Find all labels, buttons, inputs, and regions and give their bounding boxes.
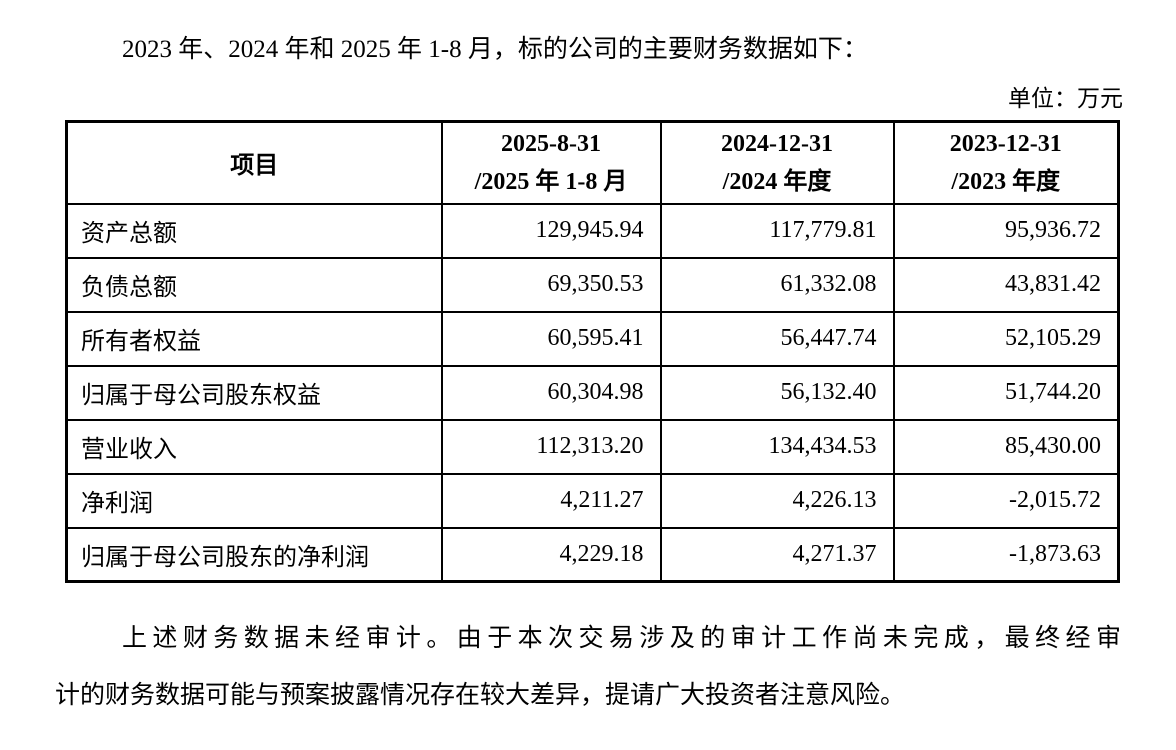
row-label: 所有者权益 bbox=[65, 310, 443, 367]
header-item: 项目 bbox=[65, 120, 443, 205]
header-period-2025: 2025-8-31 /2025 年 1-8 月 bbox=[440, 120, 662, 205]
cell-value: 95,936.72 bbox=[892, 202, 1120, 259]
table-row: 营业收入 112,313.20 134,434.53 85,430.00 bbox=[65, 418, 1120, 475]
row-label: 归属于母公司股东的净利润 bbox=[65, 526, 443, 583]
table-header-row: 项目 2025-8-31 /2025 年 1-8 月 2024-12-31 /2… bbox=[65, 120, 1120, 205]
header-period-date: 2023-12-31 bbox=[949, 130, 1062, 157]
cell-value: 60,595.41 bbox=[440, 310, 662, 367]
header-period-2024: 2024-12-31 /2024 年度 bbox=[659, 120, 895, 205]
table-row: 归属于母公司股东的净利润 4,229.18 4,271.37 -1,873.63 bbox=[65, 526, 1120, 583]
row-label: 负债总额 bbox=[65, 256, 443, 313]
cell-value: 51,744.20 bbox=[892, 364, 1120, 421]
financial-data-table: 项目 2025-8-31 /2025 年 1-8 月 2024-12-31 /2… bbox=[65, 120, 1120, 583]
cell-value: 129,945.94 bbox=[440, 202, 662, 259]
cell-value: -1,873.63 bbox=[892, 526, 1120, 583]
unit-label: 单位：万元 bbox=[1008, 86, 1123, 111]
row-label: 归属于母公司股东权益 bbox=[65, 364, 443, 421]
cell-value: 85,430.00 bbox=[892, 418, 1120, 475]
row-label: 营业收入 bbox=[65, 418, 443, 475]
cell-value: 60,304.98 bbox=[440, 364, 662, 421]
header-period-range: /2023 年度 bbox=[951, 168, 1061, 195]
table-row: 资产总额 129,945.94 117,779.81 95,936.72 bbox=[65, 202, 1120, 259]
row-label: 资产总额 bbox=[65, 202, 443, 259]
cell-value: -2,015.72 bbox=[892, 472, 1120, 529]
header-period-date: 2025-8-31 bbox=[501, 130, 601, 157]
table-row: 归属于母公司股东权益 60,304.98 56,132.40 51,744.20 bbox=[65, 364, 1120, 421]
cell-value: 134,434.53 bbox=[659, 418, 895, 475]
cell-value: 43,831.42 bbox=[892, 256, 1120, 313]
table-row: 所有者权益 60,595.41 56,447.74 52,105.29 bbox=[65, 310, 1120, 367]
page-title: 2023 年、2024 年和 2025 年 1-8 月，标的公司的主要财务数据如… bbox=[122, 36, 868, 63]
disclaimer-line-1: 上述财务数据未经审计。由于本次交易涉及的审计工作尚未完成，最终经审 bbox=[122, 625, 1121, 652]
header-period-range: /2024 年度 bbox=[722, 168, 832, 195]
cell-value: 56,447.74 bbox=[659, 310, 895, 367]
cell-value: 117,779.81 bbox=[659, 202, 895, 259]
table-row: 负债总额 69,350.53 61,332.08 43,831.42 bbox=[65, 256, 1120, 313]
disclaimer-line-2: 计的财务数据可能与预案披露情况存在较大差异，提请广大投资者注意风险。 bbox=[55, 682, 906, 709]
cell-value: 4,211.27 bbox=[440, 472, 662, 529]
cell-value: 112,313.20 bbox=[440, 418, 662, 475]
cell-value: 61,332.08 bbox=[659, 256, 895, 313]
cell-value: 4,226.13 bbox=[659, 472, 895, 529]
header-period-range: /2025 年 1-8 月 bbox=[474, 168, 628, 195]
row-label: 净利润 bbox=[65, 472, 443, 529]
cell-value: 52,105.29 bbox=[892, 310, 1120, 367]
cell-value: 4,229.18 bbox=[440, 526, 662, 583]
cell-value: 69,350.53 bbox=[440, 256, 662, 313]
disclaimer-paragraph: 上述财务数据未经审计。由于本次交易涉及的审计工作尚未完成，最终经审 计的财务数据… bbox=[55, 610, 1121, 724]
cell-value: 56,132.40 bbox=[659, 364, 895, 421]
cell-value: 4,271.37 bbox=[659, 526, 895, 583]
header-period-date: 2024-12-31 bbox=[721, 130, 833, 157]
table-row: 净利润 4,211.27 4,226.13 -2,015.72 bbox=[65, 472, 1120, 529]
header-period-2023: 2023-12-31 /2023 年度 bbox=[892, 120, 1120, 205]
